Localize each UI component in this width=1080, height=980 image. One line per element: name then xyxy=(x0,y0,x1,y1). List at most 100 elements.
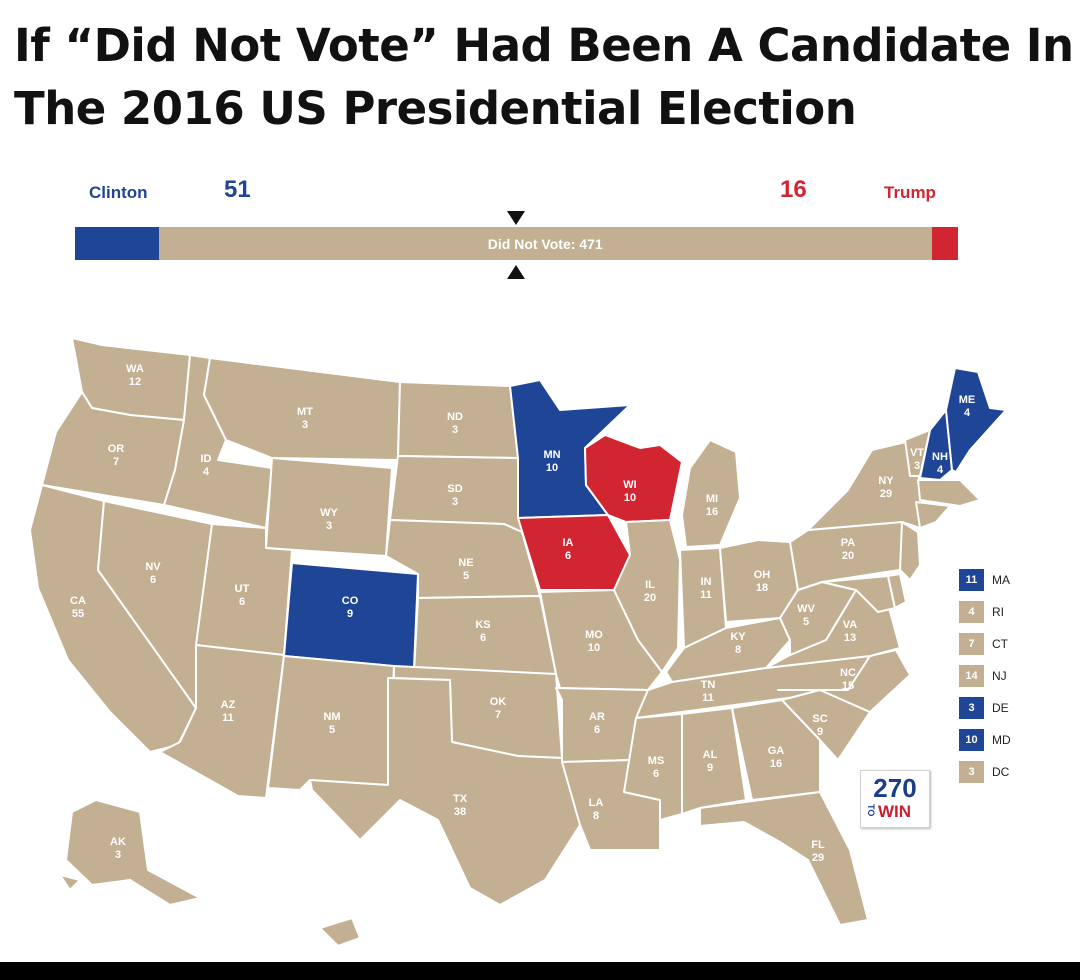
state-abbr: IL xyxy=(645,579,655,591)
state-electoral-votes: 4 xyxy=(289,932,296,944)
state-ny[interactable] xyxy=(807,439,923,531)
bottom-black-band xyxy=(0,962,1080,980)
state-abbr: IN xyxy=(701,576,712,588)
state-abbr: AR xyxy=(589,711,605,723)
state-electoral-votes: 3 xyxy=(914,460,920,472)
state-md[interactable] xyxy=(821,575,896,613)
state-nc[interactable] xyxy=(777,649,911,713)
label-ky: KY 8 xyxy=(730,631,746,656)
label-hi: HI 4 xyxy=(287,919,298,944)
label-mt: MT 3 xyxy=(297,406,313,431)
state-electoral-votes: 7 xyxy=(495,709,501,721)
label-nd: ND 3 xyxy=(447,411,463,436)
label-ia: IA 6 xyxy=(563,537,574,562)
state-abbr: TX xyxy=(453,793,468,805)
state-electoral-votes: 20 xyxy=(644,592,656,604)
state-electoral-votes: 4 xyxy=(964,407,971,419)
majority-marker-top-icon xyxy=(507,211,525,225)
legend-state-abbr: DE xyxy=(992,701,1009,715)
state-me[interactable] xyxy=(945,367,1007,473)
state-electoral-votes: 6 xyxy=(594,724,600,736)
state-nh[interactable] xyxy=(919,409,953,481)
state-abbr: NE xyxy=(458,557,473,569)
state-electoral-votes: 5 xyxy=(329,724,335,736)
state-abbr: ID xyxy=(201,453,212,465)
state-wi[interactable] xyxy=(584,434,683,523)
state-abbr: AZ xyxy=(221,699,236,711)
label-vt: VT 3 xyxy=(910,447,924,472)
label-ok: OK 7 xyxy=(490,696,507,721)
label-nc: NC 15 xyxy=(840,667,856,692)
state-electoral-votes: 6 xyxy=(150,574,156,586)
state-ma[interactable] xyxy=(917,479,981,507)
us-map: WA 12 OR 7 CA 55 ID 4 NV 6 MT 3 WY 3 UT 6 AZ 11 C… xyxy=(29,337,1007,947)
state-abbr: TN xyxy=(701,679,716,691)
legend-ev-box: 7 xyxy=(959,633,984,655)
label-az: AZ 11 xyxy=(221,699,236,724)
state-nm[interactable] xyxy=(267,655,395,791)
label-tn: TN 11 xyxy=(701,679,716,704)
state-mi[interactable] xyxy=(681,439,741,548)
state-fl[interactable] xyxy=(699,791,869,926)
state-electoral-votes: 18 xyxy=(756,582,768,594)
270towin-logo[interactable]: 270 TO WIN xyxy=(860,770,930,828)
state-nj[interactable] xyxy=(899,521,921,581)
label-il: IL 20 xyxy=(644,579,656,604)
label-ks: KS 6 xyxy=(475,619,490,644)
state-abbr: KY xyxy=(730,631,746,643)
legend-ev-box: 11 xyxy=(959,569,984,591)
label-nm: NM 5 xyxy=(323,711,340,736)
state-abbr: MN xyxy=(543,449,560,461)
state-abbr: VT xyxy=(910,447,924,459)
state-abbr: PA xyxy=(841,537,856,549)
logo-win: WIN xyxy=(878,802,912,821)
label-al: AL 9 xyxy=(703,749,718,774)
legend-ev-box: 3 xyxy=(959,761,984,783)
state-electoral-votes: 6 xyxy=(565,550,571,562)
label-pa: PA 20 xyxy=(841,537,856,562)
state-abbr: VA xyxy=(843,619,858,631)
legend-state-abbr: MA xyxy=(992,573,1010,587)
state-abbr: SD xyxy=(447,483,462,495)
state-abbr: OH xyxy=(754,569,771,581)
state-ga[interactable] xyxy=(731,699,821,801)
state-abbr: KS xyxy=(475,619,490,631)
trump-label: Trump xyxy=(884,183,936,202)
clinton-votes: 51 xyxy=(224,176,251,203)
majority-marker-bottom-icon xyxy=(507,265,525,279)
state-electoral-votes: 5 xyxy=(463,570,469,582)
label-or: OR 7 xyxy=(108,443,125,468)
state-sc[interactable] xyxy=(781,689,871,761)
label-nv: NV 6 xyxy=(145,561,161,586)
state-hi[interactable] xyxy=(319,917,361,947)
state-electoral-votes: 9 xyxy=(817,726,823,738)
state-electoral-votes: 5 xyxy=(803,616,809,628)
state-abbr: GA xyxy=(768,745,785,757)
state-ak-islands[interactable] xyxy=(59,874,81,891)
state-electoral-votes: 10 xyxy=(546,462,558,474)
state-il[interactable] xyxy=(613,519,681,673)
bar-segment-trump xyxy=(931,227,958,260)
legend-state-abbr: MD xyxy=(992,733,1011,747)
state-abbr: CA xyxy=(70,595,86,607)
state-electoral-votes: 11 xyxy=(702,692,714,704)
state-electoral-votes: 10 xyxy=(588,642,600,654)
state-electoral-votes: 3 xyxy=(302,419,308,431)
state-electoral-votes: 12 xyxy=(129,376,141,388)
legend-ev-box: 3 xyxy=(959,697,984,719)
state-abbr: IA xyxy=(563,537,574,549)
state-abbr: HI xyxy=(287,919,298,931)
map-title: If “Did Not Vote” Had Been A Candidate I… xyxy=(14,19,1074,135)
label-nh: NH 4 xyxy=(932,451,948,476)
state-electoral-votes: 4 xyxy=(203,466,210,478)
state-ak[interactable] xyxy=(65,799,201,906)
state-tx[interactable] xyxy=(309,677,581,906)
state-abbr: OR xyxy=(108,443,125,455)
legend-ev-box: 14 xyxy=(959,665,984,687)
legend-state-abbr: DC xyxy=(992,765,1010,779)
label-me: ME 4 xyxy=(959,394,976,419)
state-ct[interactable] xyxy=(915,501,951,529)
state-de[interactable] xyxy=(887,573,907,609)
legend-ev-box: 4 xyxy=(959,601,984,623)
logo-to: TO xyxy=(866,804,876,817)
